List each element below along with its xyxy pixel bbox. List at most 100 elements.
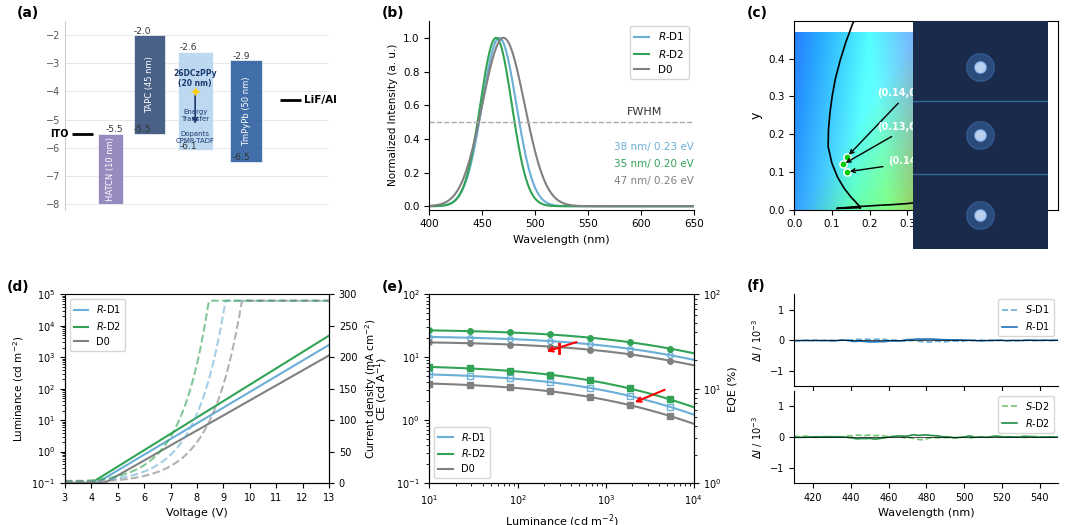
Text: HATCN (10 nm): HATCN (10 nm) — [106, 136, 116, 201]
$S$-D2 — [946, 434, 959, 440]
Text: (b): (b) — [382, 6, 405, 20]
$R$-D1 — [787, 338, 800, 344]
$R$-D2 — [553, 203, 566, 209]
D0 — [585, 203, 598, 209]
X-axis label: x: x — [922, 235, 930, 248]
Text: (e): (e) — [382, 280, 404, 293]
$R$-D1 — [698, 203, 711, 209]
Y-axis label: $\Delta I$ / $10^{-3}$: $\Delta I$ / $10^{-3}$ — [750, 415, 765, 458]
$R$-D2 — [698, 203, 711, 209]
$R$-D1 — [788, 338, 801, 344]
$R$-D2 — [418, 203, 431, 209]
Text: -5.5: -5.5 — [106, 125, 123, 134]
Line: $S$-D2: $S$-D2 — [794, 435, 1058, 439]
Text: -2.9: -2.9 — [232, 51, 249, 61]
Text: 47 nm/ 0.26 eV: 47 nm/ 0.26 eV — [615, 176, 694, 186]
Legend: $R$-D1, $R$-D2, D0: $R$-D1, $R$-D2, D0 — [630, 26, 689, 79]
D0 — [497, 35, 510, 41]
Text: 26DCzPPy
(20 nm): 26DCzPPy (20 nm) — [174, 69, 217, 88]
$R$-D1 — [946, 337, 959, 343]
X-axis label: Luminance (cd m$^{-2}$): Luminance (cd m$^{-2}$) — [504, 512, 619, 525]
$R$-D2 — [946, 434, 959, 440]
Legend: $R$-D1, $R$-D2, D0: $R$-D1, $R$-D2, D0 — [434, 427, 489, 478]
$R$-D2 — [691, 203, 704, 209]
Text: Dopants
CPMR-TADF: Dopants CPMR-TADF — [176, 131, 215, 144]
Text: -6.1: -6.1 — [179, 142, 197, 151]
Y-axis label: EQE (%): EQE (%) — [728, 366, 738, 412]
Line: $R$-D1: $R$-D1 — [424, 38, 704, 206]
D0 — [553, 198, 566, 204]
$S$-D2 — [947, 434, 960, 440]
Text: (c): (c) — [746, 6, 768, 20]
$R$-D1 — [553, 203, 566, 209]
$S$-D1 — [1012, 338, 1025, 344]
Text: (f): (f) — [746, 279, 766, 293]
Bar — [134, 35, 165, 133]
$R$-D2 — [947, 434, 960, 440]
Text: TmPyPb (50 nm): TmPyPb (50 nm) — [242, 76, 251, 146]
Text: -5.5: -5.5 — [134, 125, 151, 134]
$S$-D1 — [946, 338, 959, 344]
$R$-D2 — [864, 437, 877, 443]
Text: 38 nm/ 0.23 eV: 38 nm/ 0.23 eV — [615, 142, 694, 152]
Line: $R$-D1: $R$-D1 — [794, 339, 1058, 342]
$R$-D2 — [570, 203, 583, 209]
$R$-D1 — [951, 337, 964, 343]
X-axis label: Wavelength (nm): Wavelength (nm) — [513, 235, 610, 245]
$R$-D1 — [691, 203, 704, 209]
Text: Energy
Transfer: Energy Transfer — [181, 109, 210, 122]
D0 — [570, 203, 583, 209]
$S$-D1 — [914, 339, 927, 345]
$R$-D2 — [648, 203, 661, 209]
Legend: $S$-D2, $R$-D2: $S$-D2, $R$-D2 — [998, 396, 1053, 433]
$R$-D1 — [1052, 338, 1065, 344]
$R$-D1 — [585, 203, 598, 209]
Text: ✦: ✦ — [189, 87, 201, 101]
$R$-D1 — [492, 35, 505, 41]
Text: (0.13,0.12): (0.13,0.12) — [847, 122, 937, 162]
Bar — [177, 52, 213, 151]
$S$-D2 — [951, 434, 964, 440]
$R$-D2 — [489, 35, 502, 41]
$S$-D1 — [787, 338, 800, 344]
$R$-D2 — [1029, 434, 1042, 440]
$S$-D2 — [1029, 434, 1042, 440]
Line: $R$-D2: $R$-D2 — [424, 38, 704, 206]
Line: $S$-D1: $S$-D1 — [794, 339, 1058, 342]
$S$-D1 — [951, 338, 964, 344]
D0 — [698, 203, 711, 209]
$S$-D1 — [788, 338, 801, 344]
Bar — [98, 133, 123, 204]
$R$-D2 — [787, 434, 800, 440]
Y-axis label: y: y — [750, 112, 762, 119]
$S$-D1 — [1052, 337, 1065, 343]
Text: -2.6: -2.6 — [179, 43, 197, 53]
D0 — [691, 203, 704, 209]
$S$-D1 — [860, 336, 873, 342]
Line: $R$-D2: $R$-D2 — [794, 435, 1058, 440]
Text: FWHM: FWHM — [626, 107, 662, 117]
$R$-D2 — [1012, 434, 1025, 440]
Text: -6.5: -6.5 — [232, 153, 249, 162]
D0 — [418, 203, 431, 209]
$R$-D1 — [1029, 338, 1042, 344]
$R$-D2 — [1052, 434, 1065, 440]
Text: (0.14,0.14): (0.14,0.14) — [850, 88, 937, 154]
Text: 35 nm/ 0.20 eV: 35 nm/ 0.20 eV — [615, 159, 694, 169]
$R$-D1 — [1012, 338, 1025, 344]
$S$-D1 — [1029, 338, 1042, 344]
Y-axis label: Luminance (cd m$^{-2}$): Luminance (cd m$^{-2}$) — [11, 335, 26, 442]
$S$-D2 — [1012, 434, 1025, 440]
$R$-D2 — [903, 432, 916, 438]
$S$-D2 — [788, 434, 801, 440]
Line: D0: D0 — [424, 38, 704, 206]
$R$-D1 — [929, 335, 942, 342]
Y-axis label: Normalized Intensity (a. u.): Normalized Intensity (a. u.) — [388, 44, 397, 186]
$R$-D2 — [788, 434, 801, 440]
X-axis label: Wavelength (nm): Wavelength (nm) — [878, 508, 974, 518]
$R$-D1 — [551, 203, 564, 209]
Y-axis label: $\Delta I$ / $10^{-3}$: $\Delta I$ / $10^{-3}$ — [750, 319, 765, 362]
X-axis label: Voltage (V): Voltage (V) — [166, 508, 228, 518]
$R$-D1 — [872, 339, 885, 345]
$R$-D2 — [551, 203, 564, 209]
